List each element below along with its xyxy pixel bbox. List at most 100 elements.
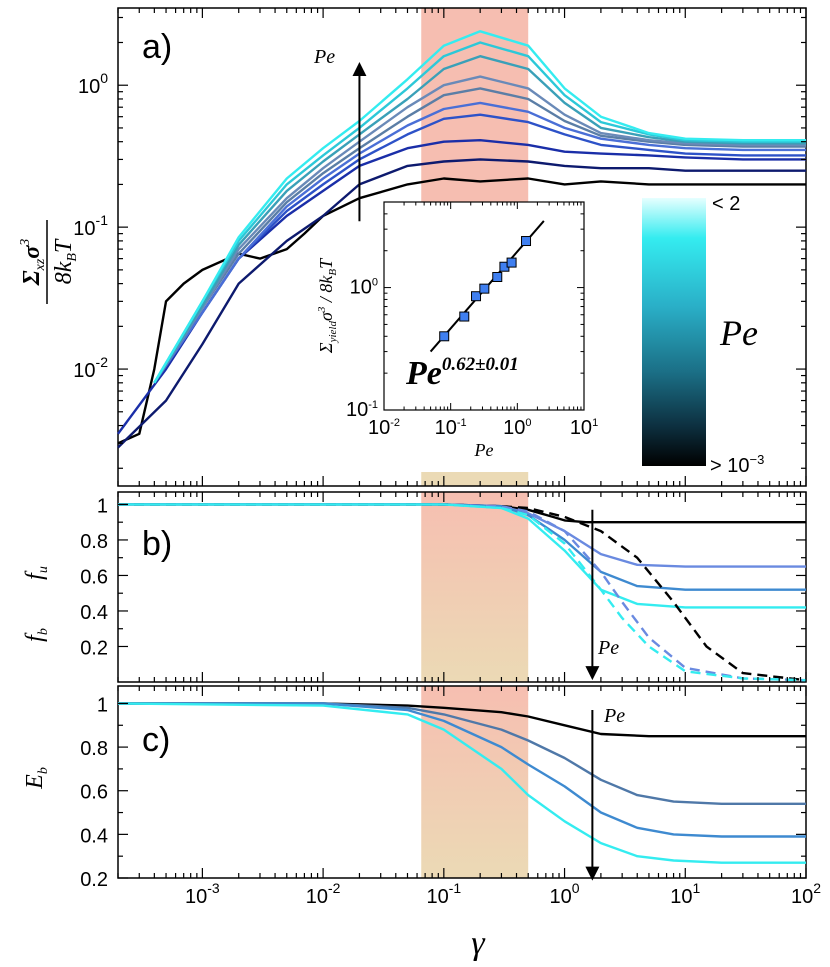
inset-point — [506, 257, 517, 268]
panel-label-a: a) — [142, 28, 172, 66]
y-tick-label-a: 10-1 — [73, 212, 108, 240]
inset-point — [471, 291, 482, 302]
svg-text:fb: fb — [22, 628, 51, 642]
svg-text:Σxzσ3: Σxzσ3 — [18, 239, 48, 286]
series-line-c-0 — [118, 702, 806, 738]
inset-point — [521, 236, 532, 247]
panel-b-ylabel: fb fu — [22, 566, 51, 642]
y-tick-label-c: 1 — [97, 694, 108, 716]
colorbar — [642, 198, 706, 466]
pe-arrow-label-c: Pe — [603, 705, 625, 727]
x-axis-label: γ — [471, 925, 486, 962]
axis-ticks — [117, 8, 807, 879]
shaded-band-panel-b — [421, 492, 529, 682]
x-tick-label: 100 — [550, 880, 580, 908]
y-tick-label-b: 1 — [97, 495, 108, 517]
svg-text:> 10−3: > 10−3 — [710, 452, 764, 477]
panel-b-frame — [117, 491, 807, 683]
inset-y-tick-label: 100 — [350, 277, 378, 299]
y-tick-label-c: 0.8 — [80, 738, 108, 760]
svg-text:8kBT: 8kBT — [51, 238, 80, 284]
panel-c-series — [117, 702, 806, 864]
ylabel-a-den: 8k — [51, 261, 77, 284]
inset-x-tick-label: 10-2 — [368, 417, 400, 439]
series-line-b-6 — [118, 503, 807, 682]
series-line-a-7 — [153, 55, 806, 384]
y-tick-label-b: 0.4 — [80, 602, 108, 624]
y-tick-label-a: 10-2 — [73, 354, 108, 382]
inset-x-tick-label: 101 — [570, 417, 598, 439]
series-line-c-2 — [118, 702, 806, 838]
ylabel-b-1: f — [22, 632, 48, 642]
panel-a-series — [117, 30, 806, 449]
pe-arrow-label-a: Pe — [313, 46, 335, 68]
panel-label-b: b) — [142, 525, 172, 563]
inset-point — [459, 311, 470, 322]
ylabel-a-num-sub: xz — [33, 258, 48, 271]
x-tick-label: 102 — [791, 880, 821, 908]
x-tick-label: 10-1 — [426, 880, 461, 908]
inset-background — [384, 202, 584, 410]
series-line-a-3 — [153, 113, 806, 384]
inset-ylabel: Σyieldσ3 / 8kBT — [316, 257, 339, 354]
inset-point — [492, 272, 503, 283]
colorbar-label: Pe — [719, 313, 758, 353]
inset-frame — [383, 201, 585, 411]
series-line-a-8 — [153, 41, 806, 384]
inset-fit-label-exp: 0.62±0.01 — [442, 354, 519, 375]
svg-text:Eb: Eb — [22, 767, 51, 790]
panel-c-frame — [117, 685, 807, 879]
x-tick-label: 10-3 — [185, 880, 220, 908]
series-line-a-1 — [117, 158, 806, 449]
y-tick-label-c: 0.6 — [80, 782, 108, 804]
colorbar-bottom-label-exp: −3 — [749, 452, 764, 467]
series-line-c-1 — [118, 702, 806, 805]
series-line-c-3 — [117, 702, 806, 864]
series-line-a-9 — [153, 30, 806, 384]
x-tick-label: 10-2 — [306, 880, 341, 908]
svg-text:fu: fu — [22, 566, 51, 580]
inset-fit-label-base: Pe — [405, 355, 442, 392]
series-line-a-0 — [117, 177, 806, 445]
y-tick-label-a: 100 — [78, 70, 108, 98]
series-line-a-6 — [153, 75, 806, 384]
inset-xlabel: Pe — [474, 440, 494, 460]
series-line-a-5 — [153, 87, 806, 384]
y-tick-label-c: 0.4 — [80, 825, 108, 847]
inset-x-tick-label: 100 — [503, 417, 531, 439]
panel-c-ylabel: Eb — [22, 767, 51, 790]
ylabel-c-1-sub: b — [36, 767, 51, 774]
ylabel-c-1: E — [22, 774, 48, 790]
panel-label-c: c) — [142, 721, 170, 759]
inset-point — [439, 331, 450, 342]
panel-a-frame — [117, 7, 807, 487]
panel-b-series — [118, 503, 807, 682]
ylabel-b-1-sub: b — [36, 628, 51, 635]
inset-points — [439, 236, 532, 342]
inset-y-tick-label: 10-1 — [346, 399, 378, 421]
ylabel-b-2: f — [22, 570, 48, 580]
shaded-band-panel-c — [421, 686, 529, 878]
ylabel-a-num-sup: 3 — [18, 239, 33, 247]
ylabel-b-2-sub: u — [36, 566, 51, 573]
y-tick-label-c: 0.2 — [80, 869, 108, 891]
ylabel-a-den-tail: T — [51, 238, 77, 253]
y-tick-label-b: 0.2 — [80, 637, 108, 659]
panel-a-ylabel: Σxzσ3 8kBT — [18, 220, 80, 304]
ylabel-a-num: Σ — [19, 270, 45, 286]
ylabel-a-den-sub: B — [65, 253, 80, 262]
inset-x-tick-label: 10-1 — [435, 417, 467, 439]
inset-point — [479, 283, 490, 294]
svg-text:Pe0.62±0.01: Pe0.62±0.01 — [405, 354, 519, 392]
series-line-b-4 — [118, 503, 807, 682]
colorbar-top-label: < 2 — [712, 193, 740, 215]
shaded-band-gap — [421, 472, 529, 486]
y-tick-label-b: 0.6 — [80, 566, 108, 588]
colorbar-bottom-label: > 10 — [710, 455, 749, 477]
axis-tick-labels: 10-3 10-2 10-1 100 101 10210-210-11000.20.40.… — [73, 70, 821, 908]
series-line-a-4 — [153, 101, 806, 384]
ylabel-a-num-tail: σ — [19, 245, 45, 259]
